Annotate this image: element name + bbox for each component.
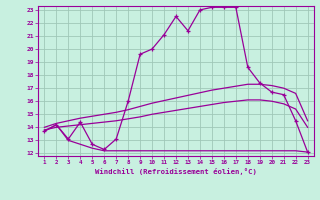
X-axis label: Windchill (Refroidissement éolien,°C): Windchill (Refroidissement éolien,°C): [95, 168, 257, 175]
